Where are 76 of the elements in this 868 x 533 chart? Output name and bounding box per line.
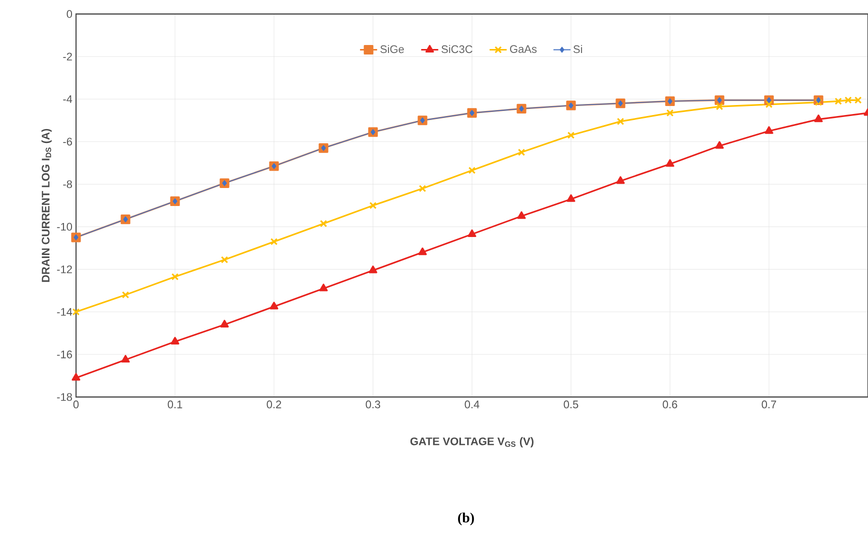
y-tick-label: -18	[57, 393, 72, 401]
point	[220, 256, 228, 264]
point	[272, 163, 276, 170]
point	[715, 141, 724, 149]
point	[766, 97, 772, 104]
x-tick-label: 0.2	[266, 400, 282, 408]
point	[468, 166, 476, 174]
y-tick-label: -16	[57, 350, 72, 358]
point	[470, 110, 474, 116]
point	[844, 96, 852, 104]
point	[717, 97, 722, 104]
x-tick-label: 0.7	[762, 400, 776, 408]
point	[468, 229, 476, 238]
x-tick-label: 0.5	[564, 400, 578, 408]
point	[519, 106, 524, 112]
x-tick-label: 0.6	[662, 400, 678, 408]
legend-label: SiC3C	[442, 45, 472, 54]
point	[270, 302, 278, 310]
point	[368, 266, 378, 274]
point	[716, 102, 724, 110]
point	[171, 273, 179, 280]
x-axis-title: GATE VOLTAGE V$_{GS}$ (V)	[410, 437, 534, 448]
point	[122, 291, 130, 298]
point	[854, 96, 862, 104]
point	[222, 180, 227, 186]
y-tick-label: -10	[57, 222, 72, 231]
point	[369, 202, 377, 210]
legend-label: SiGe	[380, 45, 404, 54]
legend-label: Si	[573, 45, 582, 54]
point	[814, 114, 823, 122]
point	[816, 97, 821, 104]
point	[170, 336, 180, 344]
point	[765, 100, 773, 108]
point	[616, 176, 625, 184]
point	[568, 102, 574, 108]
x-tick-label: 0.3	[366, 400, 380, 408]
point	[370, 129, 376, 136]
point	[72, 373, 80, 381]
point	[666, 159, 674, 167]
y-axis-title: DRAIN CURRENT LOG I$_{DS}$ (A)	[41, 128, 52, 282]
point	[616, 118, 624, 126]
point	[121, 354, 130, 363]
point	[220, 320, 229, 328]
y-tick-label: -2	[63, 52, 72, 60]
point	[666, 109, 674, 117]
text: (b)	[458, 512, 474, 526]
y-tick-label: -8	[63, 180, 72, 188]
x-tick-label: 0.1	[168, 400, 182, 408]
y-tick-label: -12	[57, 265, 72, 274]
point	[517, 211, 526, 219]
x-tick-label: 0.4	[464, 400, 480, 408]
point	[320, 220, 328, 228]
point	[418, 184, 426, 192]
point	[123, 216, 128, 222]
point	[668, 98, 672, 104]
x-tick-label: 0	[73, 400, 79, 408]
legend-label: GaAs	[510, 45, 537, 53]
point	[72, 308, 80, 316]
point	[814, 98, 822, 106]
point	[834, 98, 842, 105]
point	[420, 117, 425, 124]
point	[74, 234, 78, 240]
y-tick-label: -14	[57, 308, 72, 316]
y-tick-label: -4	[63, 95, 72, 103]
point	[319, 284, 328, 292]
y-tick-label: -6	[63, 138, 72, 146]
point	[566, 194, 576, 202]
point	[567, 132, 575, 139]
point	[518, 148, 526, 156]
point	[764, 126, 774, 134]
point	[270, 238, 278, 246]
point	[321, 145, 326, 151]
point	[618, 100, 623, 106]
point	[172, 198, 178, 204]
point	[418, 248, 427, 256]
y-tick-label: 0	[66, 10, 72, 18]
